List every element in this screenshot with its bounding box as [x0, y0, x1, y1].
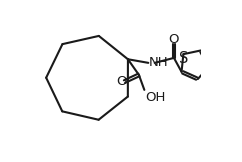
Text: OH: OH	[145, 92, 166, 104]
Text: NH: NH	[149, 56, 169, 69]
Text: S: S	[179, 51, 188, 66]
Text: O: O	[116, 75, 127, 88]
Text: O: O	[169, 33, 179, 46]
